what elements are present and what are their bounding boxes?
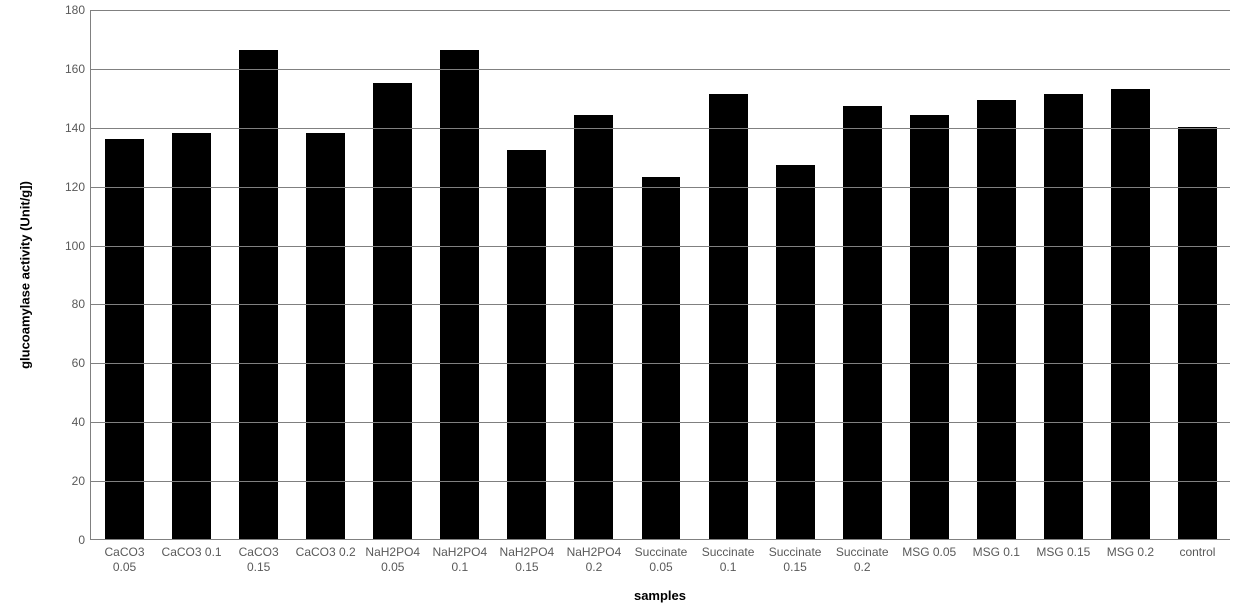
x-tick-label: Succinate 0.05 — [627, 539, 694, 575]
bar — [574, 115, 613, 539]
x-tick-label: MSG 0.15 — [1030, 539, 1097, 560]
gridline — [91, 422, 1230, 423]
y-tick-label: 100 — [65, 239, 91, 253]
bar — [306, 133, 345, 539]
bar — [709, 94, 748, 539]
y-tick-label: 20 — [72, 474, 91, 488]
bar — [642, 177, 681, 539]
bar — [373, 83, 412, 539]
x-tick-label: control — [1164, 539, 1231, 560]
y-tick-label: 140 — [65, 121, 91, 135]
gridline — [91, 246, 1230, 247]
gridline — [91, 481, 1230, 482]
x-tick-label: NaH2PO4 0.05 — [359, 539, 426, 575]
x-tick-label: Succinate 0.15 — [762, 539, 829, 575]
bar — [172, 133, 211, 539]
x-tick-label: NaH2PO4 0.15 — [493, 539, 560, 575]
x-tick-label: MSG 0.05 — [896, 539, 963, 560]
y-tick-label: 120 — [65, 180, 91, 194]
y-tick-label: 60 — [72, 356, 91, 370]
y-axis-title: glucoamylase activity (Unit/g]) — [18, 181, 33, 369]
x-tick-label: CaCO3 0.1 — [158, 539, 225, 560]
x-tick-label: MSG 0.2 — [1097, 539, 1164, 560]
bar — [239, 50, 278, 539]
y-tick-label: 180 — [65, 3, 91, 17]
bar — [1111, 89, 1150, 540]
bar — [776, 165, 815, 539]
bar — [977, 100, 1016, 539]
x-tick-label: MSG 0.1 — [963, 539, 1030, 560]
plot-area: 020406080100120140160180CaCO3 0.05CaCO3 … — [90, 10, 1230, 540]
x-axis-title: samples — [90, 588, 1230, 603]
x-tick-label: CaCO3 0.05 — [91, 539, 158, 575]
y-tick-label: 80 — [72, 297, 91, 311]
gridline — [91, 363, 1230, 364]
gridline — [91, 128, 1230, 129]
x-tick-label: CaCO3 0.15 — [225, 539, 292, 575]
gridline — [91, 69, 1230, 70]
gridline — [91, 10, 1230, 11]
gridline — [91, 187, 1230, 188]
bar — [440, 50, 479, 539]
x-tick-label: NaH2PO4 0.1 — [426, 539, 493, 575]
bar — [105, 139, 144, 539]
x-tick-label: Succinate 0.1 — [695, 539, 762, 575]
chart-container: 020406080100120140160180CaCO3 0.05CaCO3 … — [0, 0, 1245, 614]
x-tick-label: NaH2PO4 0.2 — [560, 539, 627, 575]
bars-layer — [91, 10, 1230, 539]
gridline — [91, 304, 1230, 305]
x-tick-label: Succinate 0.2 — [829, 539, 896, 575]
y-tick-label: 0 — [78, 533, 91, 547]
x-tick-label: CaCO3 0.2 — [292, 539, 359, 560]
bar — [1178, 127, 1217, 539]
y-tick-label: 160 — [65, 62, 91, 76]
bar — [1044, 94, 1083, 539]
bar — [910, 115, 949, 539]
y-tick-label: 40 — [72, 415, 91, 429]
bar — [843, 106, 882, 539]
